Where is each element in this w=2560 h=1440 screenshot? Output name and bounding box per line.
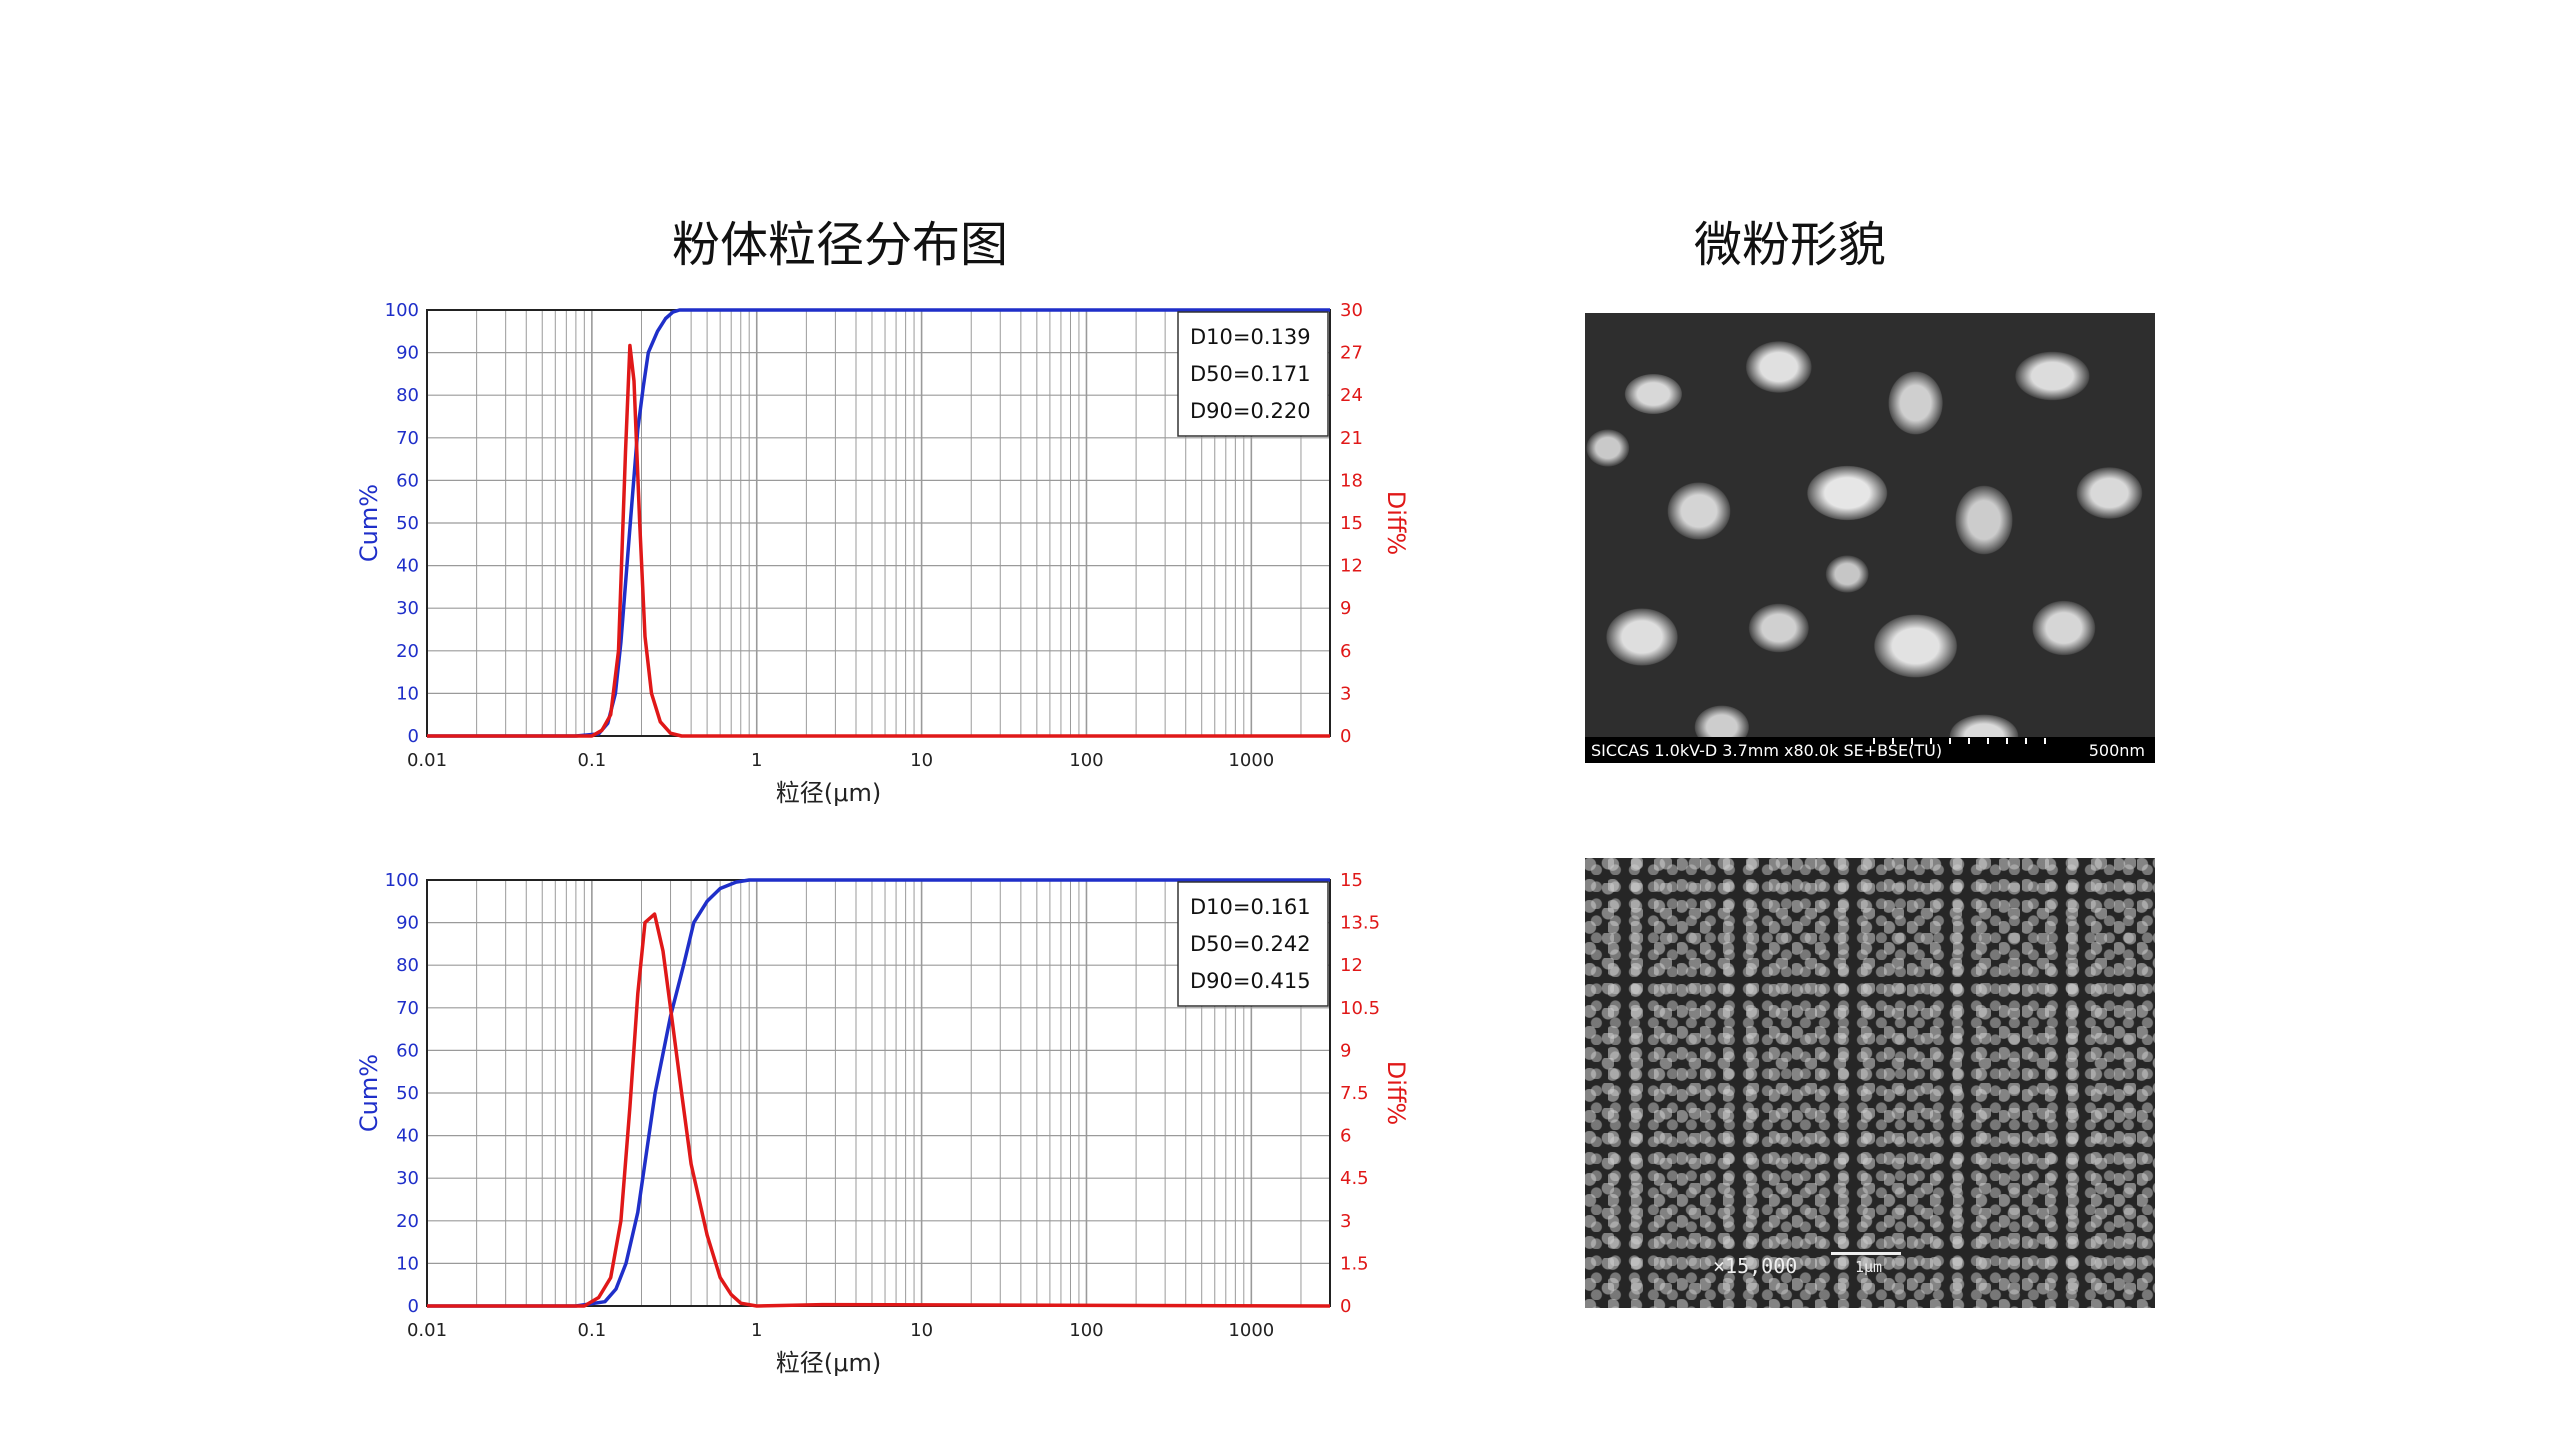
y-tick-right: 24 — [1340, 385, 1363, 406]
y-tick-left: 30 — [396, 1168, 419, 1189]
y-tick-left: 60 — [396, 470, 419, 491]
y-tick-left: 70 — [396, 998, 419, 1019]
particle-size-chart-2: 0 0 10 1.5 20 3 30 4.5 40 6 50 7.5 60 9 70 10.5 80 12 90 13… — [355, 870, 1410, 1377]
x-tick: 100 — [1069, 750, 1103, 771]
y-tick-right: 7.5 — [1340, 1083, 1369, 1104]
x-tick: 1000 — [1228, 1320, 1274, 1341]
sem-scale-label: 500nm — [2088, 741, 2145, 760]
y-tick-left: 0 — [408, 1296, 419, 1317]
y-axis-label-right: Diff% — [1382, 491, 1410, 556]
d-value-box — [1177, 311, 1329, 437]
y-axis-label-left: Cum% — [355, 484, 383, 562]
y-tick-left: 50 — [396, 513, 419, 534]
y-tick-right: 6 — [1340, 1126, 1351, 1147]
y-tick-right: 0 — [1340, 726, 1351, 747]
heading-particle-size: 粉体粒径分布图 — [671, 217, 1008, 273]
sem-scale-bar-label: 1μm — [1855, 1258, 1883, 1276]
y-tick-left: 0 — [408, 726, 419, 747]
d-value-label: D90=0.220 — [1190, 399, 1311, 423]
y-tick-right: 15 — [1340, 870, 1363, 891]
particle-size-chart-1: 0 0 10 3 20 6 30 9 40 12 50 15 60 18 70 21 80 24 90 27 100 30… — [355, 300, 1410, 807]
sem-info-text: SICCAS 1.0kV-D 3.7mm x80.0k SE+BSE(TU) — [1591, 741, 1943, 760]
y-tick-right: 1.5 — [1340, 1253, 1369, 1274]
y-tick-left: 60 — [396, 1040, 419, 1061]
d-value-box — [1177, 881, 1329, 1007]
y-tick-left: 40 — [396, 556, 419, 577]
y-tick-right: 9 — [1340, 1040, 1351, 1061]
y-tick-left: 30 — [396, 598, 419, 619]
sem-image-bottom: ×15,000 1μm — [1585, 858, 2155, 1308]
series-line-diff — [427, 343, 1330, 738]
y-tick-right: 9 — [1340, 598, 1351, 619]
x-tick: 0.01 — [407, 750, 447, 771]
y-tick-right: 6 — [1340, 641, 1351, 662]
y-axis-label-left: Cum% — [355, 1054, 383, 1132]
y-tick-right: 12 — [1340, 556, 1363, 577]
y-tick-right: 27 — [1340, 343, 1363, 364]
d-value-label: D50=0.242 — [1190, 932, 1311, 956]
x-tick: 100 — [1069, 1320, 1103, 1341]
d-value-label: D50=0.171 — [1190, 362, 1311, 386]
x-tick: 10 — [910, 750, 933, 771]
heading-morphology: 微粉形貌 — [1693, 217, 1886, 273]
sem-magnification: ×15,000 — [1713, 1254, 1798, 1278]
x-tick: 0.01 — [407, 1320, 447, 1341]
y-tick-right: 10.5 — [1340, 998, 1380, 1019]
x-tick: 0.1 — [578, 1320, 607, 1341]
x-tick: 1 — [751, 750, 762, 771]
y-tick-left: 10 — [396, 1253, 419, 1274]
y-tick-right: 21 — [1340, 428, 1363, 449]
y-axis-label-right: Diff% — [1382, 1061, 1410, 1126]
x-tick: 10 — [910, 1320, 933, 1341]
x-axis-label: 粒径(μm) — [776, 779, 881, 807]
series-line-diff — [427, 912, 1331, 1308]
y-tick-left: 40 — [396, 1126, 419, 1147]
d-value-label: D90=0.415 — [1190, 969, 1311, 993]
y-tick-left: 20 — [396, 1211, 419, 1232]
x-tick: 1 — [751, 1320, 762, 1341]
y-tick-left: 70 — [396, 428, 419, 449]
d-value-label: D10=0.161 — [1190, 895, 1311, 919]
y-tick-left: 80 — [396, 385, 419, 406]
y-tick-right: 3 — [1340, 1211, 1351, 1232]
y-tick-left: 100 — [385, 870, 419, 891]
y-tick-left: 10 — [396, 683, 419, 704]
y-tick-left: 90 — [396, 913, 419, 934]
y-tick-right: 15 — [1340, 513, 1363, 534]
sem-scale-ruler — [1873, 738, 2063, 744]
y-tick-left: 100 — [385, 300, 419, 321]
x-tick: 0.1 — [578, 750, 607, 771]
y-tick-left: 20 — [396, 641, 419, 662]
sem-info-bar: SICCAS 1.0kV-D 3.7mm x80.0k SE+BSE(TU) 5… — [1585, 737, 2155, 763]
y-tick-right: 30 — [1340, 300, 1363, 321]
sem-image-top: SICCAS 1.0kV-D 3.7mm x80.0k SE+BSE(TU) 5… — [1585, 313, 2155, 763]
y-tick-right: 0 — [1340, 1296, 1351, 1317]
d-value-label: D10=0.139 — [1190, 325, 1311, 349]
sem-scale-bar — [1831, 1252, 1901, 1255]
y-tick-right: 4.5 — [1340, 1168, 1369, 1189]
x-tick: 1000 — [1228, 750, 1274, 771]
x-axis-label: 粒径(μm) — [776, 1349, 881, 1377]
y-tick-right: 12 — [1340, 955, 1363, 976]
y-tick-right: 3 — [1340, 683, 1351, 704]
y-tick-left: 80 — [396, 955, 419, 976]
y-tick-right: 18 — [1340, 470, 1363, 491]
y-tick-left: 90 — [396, 343, 419, 364]
y-tick-right: 13.5 — [1340, 913, 1380, 934]
y-tick-left: 50 — [396, 1083, 419, 1104]
